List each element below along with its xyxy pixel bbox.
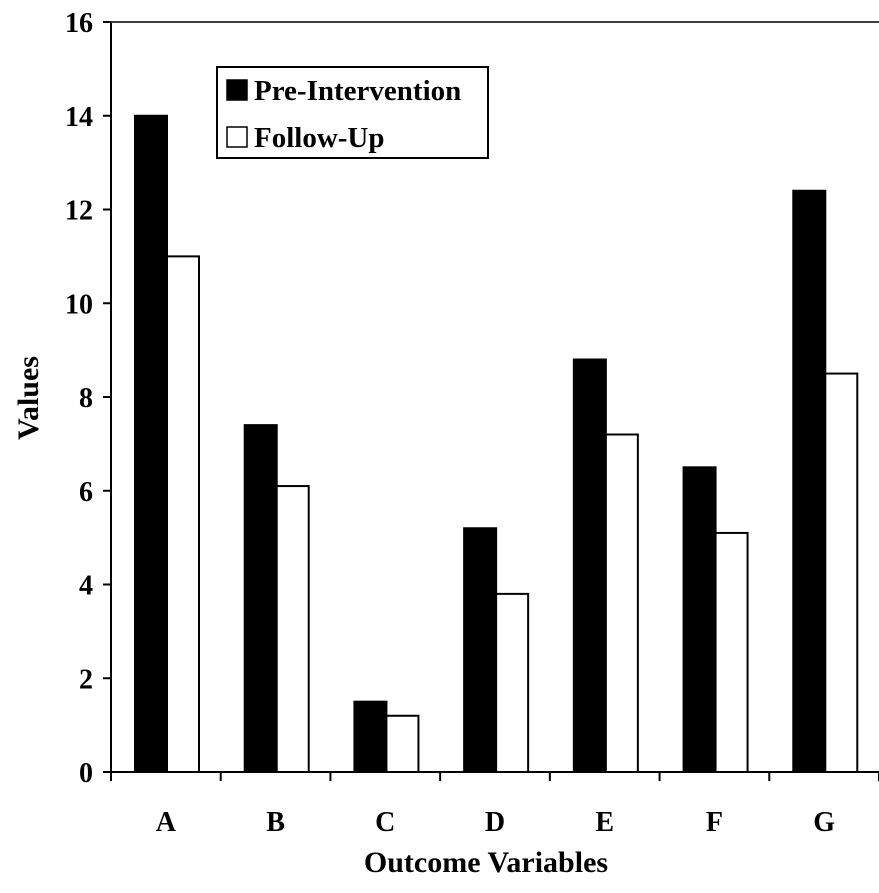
legend-box [216,66,489,159]
bar-b-pre-intervention [243,424,278,773]
legend: Pre-Intervention Follow-Up [216,66,489,159]
legend-swatch-pre-intervention [226,79,248,101]
bar-c-pre-intervention [353,700,388,773]
x-axis-title: Outcome Variables [364,846,608,879]
x-tick-label-e: E [595,807,614,838]
y-axis-title: Values [12,356,45,440]
y-tick-label-4: 4 [79,571,93,602]
x-tick-label-f: F [706,807,723,838]
bar-c-follow-up [385,714,420,773]
bars-layer [134,114,859,773]
bar-f-follow-up [714,531,749,773]
bar-e-follow-up [604,433,639,773]
y-tick-label-2: 2 [79,664,93,695]
legend-swatch-follow-up [226,126,248,148]
x-tick-label-a: A [156,807,177,838]
bar-a-pre-intervention [134,114,168,773]
ticks-layer: 0 2 4 6 8 10 12 14 16 A B C D E F G [65,8,879,838]
bar-d-follow-up [495,592,530,773]
y-tick-label-14: 14 [65,102,93,133]
y-tick-label-0: 0 [79,758,93,789]
bar-f-pre-intervention [682,466,717,773]
bar-a-follow-up [166,255,200,773]
bar-e-pre-intervention [572,358,607,773]
x-tick-label-b: B [266,807,285,838]
bar-g-follow-up [824,372,859,773]
x-tick-label-c: C [375,807,395,838]
y-tick-label-10: 10 [65,289,93,320]
x-tick-label-d: D [485,807,505,838]
x-tick-label-g: G [813,807,835,838]
y-tick-label-8: 8 [79,383,93,414]
y-tick-label-16: 16 [65,8,93,39]
bar-b-follow-up [275,485,310,773]
y-tick-label-12: 12 [65,196,93,227]
legend-label-follow-up: Follow-Up [254,122,385,154]
legend-label-pre-intervention: Pre-Intervention [254,75,461,107]
y-tick-label-6: 6 [79,477,93,508]
bar-d-pre-intervention [463,527,498,773]
bar-g-pre-intervention [792,189,827,773]
